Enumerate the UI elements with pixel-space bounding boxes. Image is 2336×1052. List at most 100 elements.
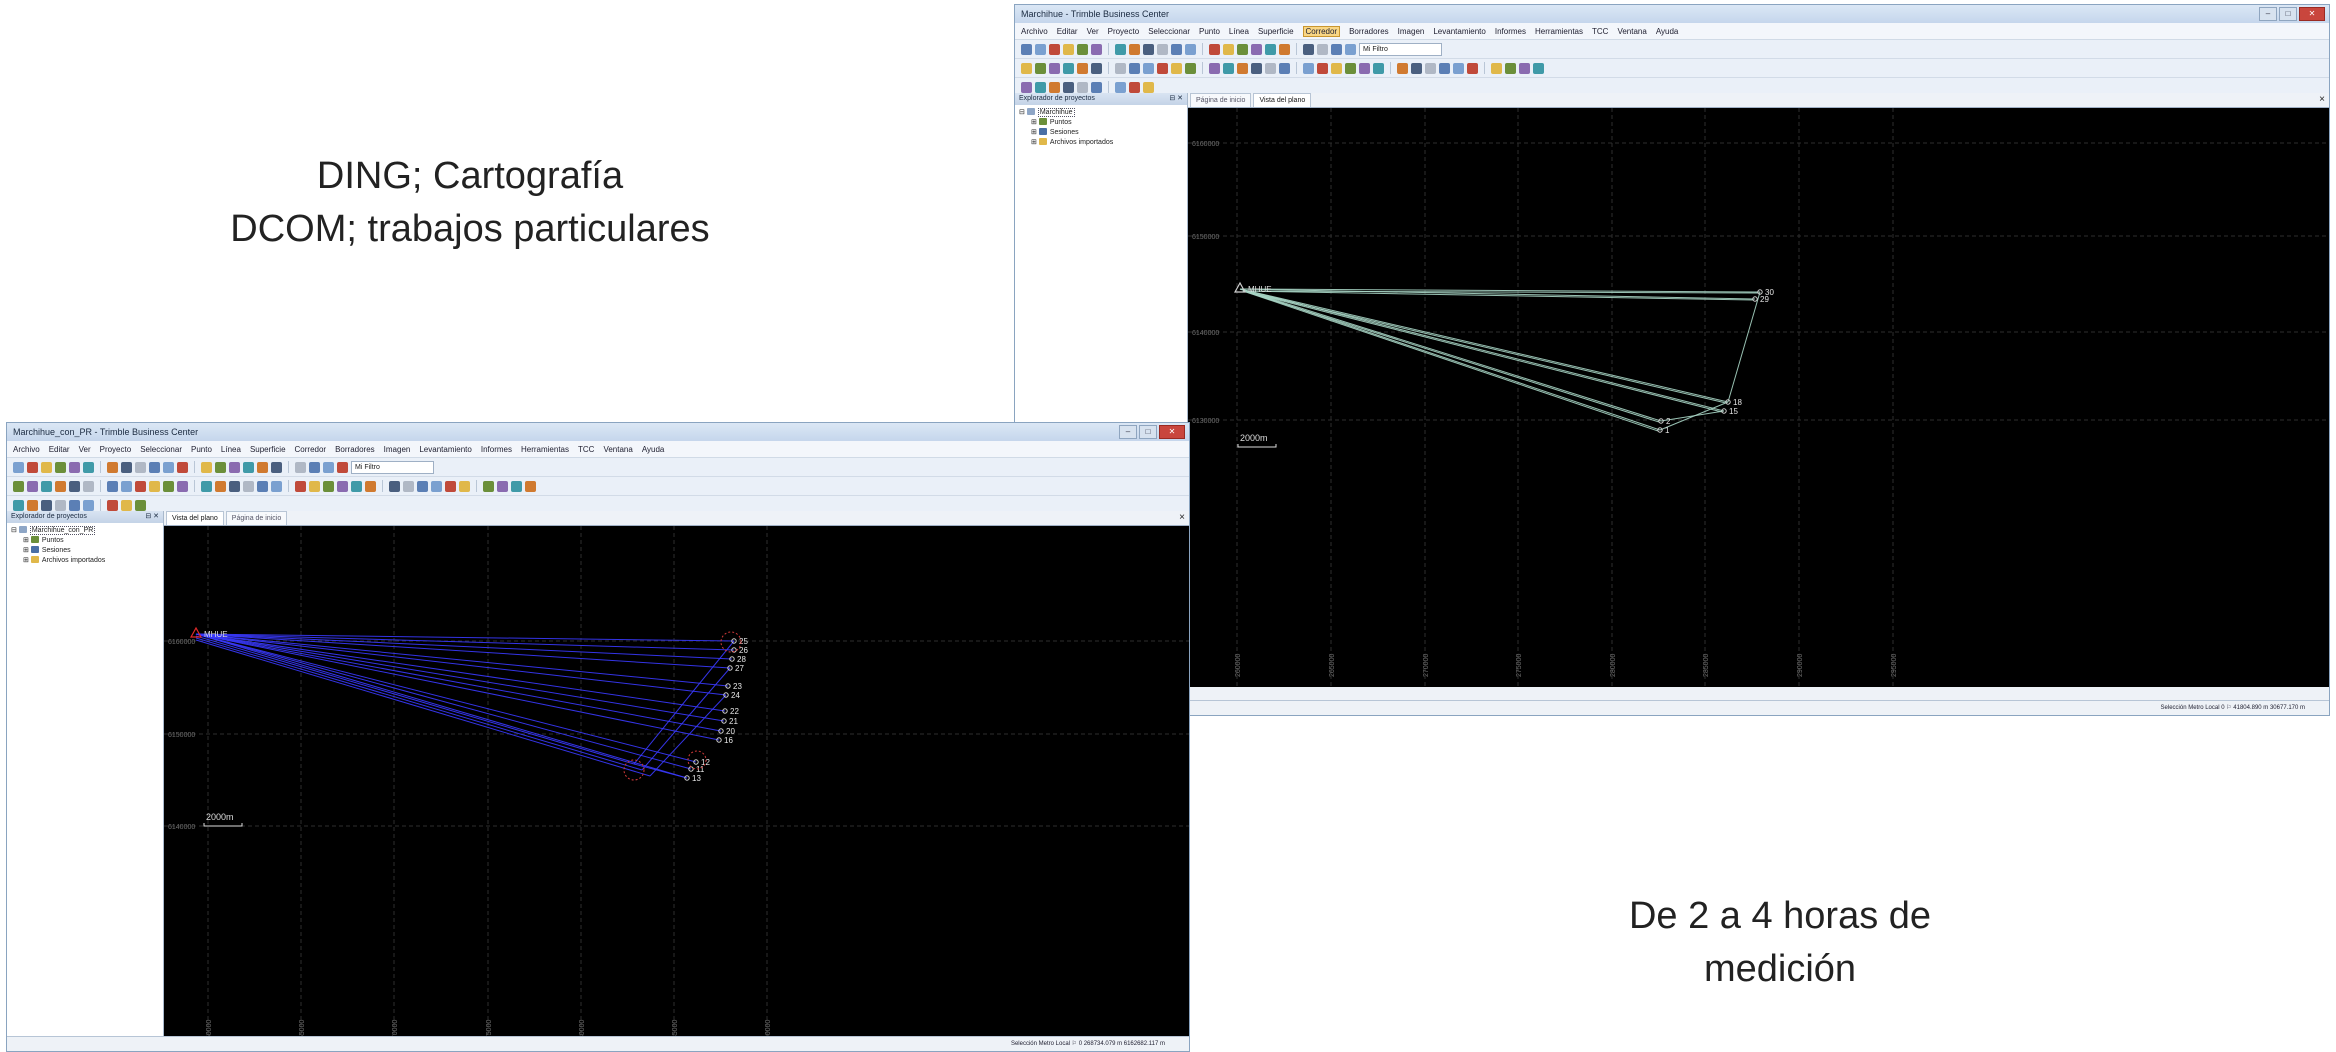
menu-item-14[interactable]: TCC bbox=[577, 444, 595, 454]
menu-item-2[interactable]: Ver bbox=[78, 444, 91, 454]
toolbar-button-icon[interactable] bbox=[1035, 62, 1046, 74]
toolbar-button-icon[interactable] bbox=[1077, 62, 1088, 74]
toolbar-button-icon[interactable] bbox=[1251, 62, 1262, 74]
toolbar-button-icon[interactable] bbox=[309, 461, 320, 473]
toolbar-button-icon[interactable] bbox=[83, 499, 94, 511]
toolbar-button-icon[interactable] bbox=[135, 499, 146, 511]
toolbar-button-icon[interactable] bbox=[337, 461, 348, 473]
pin-icon[interactable]: ⊟ ✕ bbox=[1169, 95, 1183, 102]
toolbar-button-icon[interactable] bbox=[1345, 62, 1356, 74]
tree-item-points[interactable]: ⊞ Puntos bbox=[1031, 118, 1072, 126]
toolbar-button-icon[interactable] bbox=[121, 499, 132, 511]
toolbar-button-icon[interactable] bbox=[201, 480, 212, 492]
toolbar-button-icon[interactable] bbox=[1049, 81, 1060, 93]
toolbar-button-icon[interactable] bbox=[1453, 62, 1464, 74]
toolbar-button-icon[interactable] bbox=[1359, 62, 1370, 74]
toolbar-button-icon[interactable] bbox=[1049, 43, 1060, 55]
close-button[interactable]: ✕ bbox=[2299, 7, 2325, 21]
toolbar-button-icon[interactable] bbox=[1063, 62, 1074, 74]
toolbar-button-icon[interactable] bbox=[1063, 81, 1074, 93]
toolbar-button-icon[interactable] bbox=[1129, 62, 1140, 74]
tree-root[interactable]: ⊟ Marchihue_con_PR bbox=[11, 526, 96, 535]
toolbar-button-icon[interactable] bbox=[163, 461, 174, 473]
toolbar-button-icon[interactable] bbox=[135, 461, 146, 473]
pin-icon[interactable]: ⊟ ✕ bbox=[145, 513, 159, 520]
toolbar-button-icon[interactable] bbox=[1209, 43, 1220, 55]
toolbar-button-icon[interactable] bbox=[1519, 62, 1530, 74]
toolbar-button-icon[interactable] bbox=[229, 480, 240, 492]
toolbar-button-icon[interactable] bbox=[83, 461, 94, 473]
toolbar-button-icon[interactable] bbox=[83, 480, 94, 492]
toolbar-button-icon[interactable] bbox=[243, 461, 254, 473]
toolbar-button-icon[interactable] bbox=[1331, 62, 1342, 74]
tree-root[interactable]: ⊟ Marchihue bbox=[1019, 108, 1075, 117]
toolbar-button-icon[interactable] bbox=[295, 480, 306, 492]
close-button[interactable]: ✕ bbox=[1159, 425, 1185, 439]
plan-view-canvas[interactable]: 6160000 6150000 6140000 260000 265000 270000 2… bbox=[164, 526, 1189, 1051]
toolbar-button-icon[interactable] bbox=[69, 461, 80, 473]
toolbar-button-icon[interactable] bbox=[257, 480, 268, 492]
toolbar-button-icon[interactable] bbox=[1129, 43, 1140, 55]
menu-item-10[interactable]: Imagen bbox=[1397, 26, 1425, 36]
menu-item-4[interactable]: Seleccionar bbox=[140, 444, 182, 454]
maximize-button[interactable]: □ bbox=[2279, 7, 2297, 21]
toolbar-button-icon[interactable] bbox=[1345, 43, 1356, 55]
toolbar-button-icon[interactable] bbox=[41, 461, 52, 473]
toolbar-button-icon[interactable] bbox=[1091, 81, 1102, 93]
toolbar-button-icon[interactable] bbox=[1171, 62, 1182, 74]
toolbar-button-icon[interactable] bbox=[149, 480, 160, 492]
menu-item-6[interactable]: Línea bbox=[220, 444, 241, 454]
toolbar-button-icon[interactable] bbox=[323, 461, 334, 473]
toolbar-button-icon[interactable] bbox=[215, 461, 226, 473]
toolbar-button-icon[interactable] bbox=[257, 461, 268, 473]
toolbar-button-icon[interactable] bbox=[1091, 62, 1102, 74]
menu-item-12[interactable]: Informes bbox=[1494, 26, 1526, 36]
toolbar-button-icon[interactable] bbox=[1171, 43, 1182, 55]
toolbar-button-icon[interactable] bbox=[1143, 62, 1154, 74]
toolbar-button-icon[interactable] bbox=[1129, 81, 1140, 93]
toolbar-button-icon[interactable] bbox=[351, 480, 362, 492]
toolbar-button-icon[interactable] bbox=[337, 480, 348, 492]
menu-item-15[interactable]: Ventana bbox=[1617, 26, 1647, 36]
toolbar-button-icon[interactable] bbox=[27, 461, 38, 473]
toolbar-button-icon[interactable] bbox=[121, 461, 132, 473]
filter-dropdown[interactable]: Mi Filtro bbox=[1359, 42, 1442, 56]
toolbar-button-icon[interactable] bbox=[1505, 62, 1516, 74]
toolbar-button-icon[interactable] bbox=[135, 480, 146, 492]
menu-item-10[interactable]: Imagen bbox=[383, 444, 411, 454]
toolbar-button-icon[interactable] bbox=[511, 480, 522, 492]
toolbar-button-icon[interactable] bbox=[271, 461, 282, 473]
menu-item-12[interactable]: Informes bbox=[480, 444, 512, 454]
toolbar-button-icon[interactable] bbox=[417, 480, 428, 492]
menu-item-2[interactable]: Ver bbox=[1086, 26, 1099, 36]
toolbar-button-icon[interactable] bbox=[107, 499, 118, 511]
menu-item-7[interactable]: Superficie bbox=[1257, 26, 1294, 36]
toolbar-button-icon[interactable] bbox=[69, 499, 80, 511]
menu-item-16[interactable]: Ayuda bbox=[1655, 26, 1679, 36]
toolbar-button-icon[interactable] bbox=[389, 480, 400, 492]
toolbar-button-icon[interactable] bbox=[107, 461, 118, 473]
toolbar-button-icon[interactable] bbox=[1373, 62, 1384, 74]
toolbar-button-icon[interactable] bbox=[177, 480, 188, 492]
tree-item-imported-files[interactable]: ⊞ Archivos importados bbox=[1031, 138, 1114, 146]
menu-item-5[interactable]: Punto bbox=[1199, 26, 1220, 36]
filter-dropdown[interactable]: Mi Filtro bbox=[351, 460, 434, 474]
toolbar-button-icon[interactable] bbox=[1049, 62, 1060, 74]
menu-item-8[interactable]: Corredor bbox=[1302, 25, 1341, 37]
toolbar-button-icon[interactable] bbox=[121, 480, 132, 492]
toolbar-button-icon[interactable] bbox=[1143, 43, 1154, 55]
toolbar-button-icon[interactable] bbox=[1317, 43, 1328, 55]
toolbar-button-icon[interactable] bbox=[431, 480, 442, 492]
toolbar-button-icon[interactable] bbox=[1279, 62, 1290, 74]
toolbar-button-icon[interactable] bbox=[1021, 62, 1032, 74]
toolbar-button-icon[interactable] bbox=[1209, 62, 1220, 74]
toolbar-button-icon[interactable] bbox=[1035, 43, 1046, 55]
toolbar-button-icon[interactable] bbox=[215, 480, 226, 492]
plan-view-canvas[interactable]: 6160000 6150000 6140000 6130000 260000 265000… bbox=[1188, 108, 2329, 687]
title-bar[interactable]: Marchihue_con_PR - Trimble Business Cent… bbox=[7, 423, 1189, 441]
menu-item-3[interactable]: Proyecto bbox=[99, 444, 132, 454]
menu-item-11[interactable]: Levantamiento bbox=[1433, 26, 1486, 36]
toolbar-button-icon[interactable] bbox=[177, 461, 188, 473]
toolbar-button-icon[interactable] bbox=[445, 480, 456, 492]
menu-item-13[interactable]: Herramientas bbox=[1534, 26, 1583, 36]
